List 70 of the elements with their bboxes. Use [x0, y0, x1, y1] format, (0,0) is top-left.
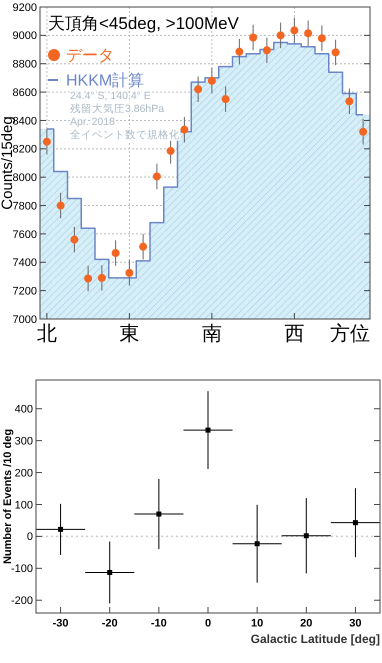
point: [42, 138, 51, 146]
x-tick-label: -30: [52, 617, 69, 630]
point: [166, 146, 175, 155]
y-tick-label: 9000: [12, 30, 37, 42]
y-tick-label: 8600: [12, 86, 37, 99]
point: [107, 570, 112, 575]
point: [156, 512, 162, 517]
x-tick-label: -10: [150, 617, 167, 630]
point: [56, 202, 65, 210]
point: [276, 31, 285, 40]
x-tick-label: 東: [119, 323, 140, 345]
x-tick-label: 南: [202, 323, 222, 345]
point: [98, 274, 106, 282]
y-tick-label: 300: [14, 435, 33, 448]
annotation: 24.4° S, 140.4° E: [70, 90, 151, 102]
y-tick-label: 8800: [12, 58, 37, 71]
y-tick-label: 8200: [12, 144, 37, 156]
x-tick-label: 西: [284, 323, 304, 345]
legend-label: HKKM計算: [66, 72, 144, 90]
x-tick-label: 30: [349, 617, 362, 630]
x-tick-label: 20: [300, 617, 312, 630]
point: [332, 48, 340, 56]
y-tick-label: -100: [10, 563, 33, 576]
y-tick-label: 0: [26, 531, 33, 544]
x-tick-label: 0: [204, 617, 212, 630]
point: [304, 29, 312, 38]
point: [222, 95, 230, 104]
annotation: Apr. 2018: [70, 116, 116, 128]
point: [345, 97, 354, 106]
y-tick-label: 7200: [12, 285, 37, 298]
point: [359, 128, 368, 136]
y-tick-label: 200: [14, 467, 33, 480]
y-tick-label: 7400: [12, 257, 37, 270]
point: [262, 46, 271, 54]
point: [235, 48, 244, 56]
point: [318, 34, 326, 42]
point: [125, 268, 134, 277]
point: [249, 33, 258, 42]
point: [208, 76, 216, 85]
point: [84, 274, 92, 283]
chart-title: 天頂角<45deg, >100MeV: [48, 14, 240, 33]
point: [112, 249, 120, 258]
point: [304, 533, 309, 538]
x-tick-label: -20: [102, 617, 118, 630]
y-tick-label: 100: [14, 499, 33, 512]
point: [352, 520, 358, 526]
point: [180, 126, 188, 134]
y-tick-label: 400: [14, 404, 33, 416]
point: [58, 526, 64, 532]
y-tick-label: 8000: [12, 172, 37, 184]
x-tick-label: 北: [36, 323, 57, 345]
point: [152, 172, 161, 180]
point: [139, 242, 148, 251]
y-tick-label: 7800: [12, 200, 37, 212]
y-axis-title: Number of Events /10 deg: [2, 428, 14, 564]
y-tick-label: 8400: [12, 115, 37, 128]
y-tick-label: -200: [10, 595, 33, 608]
point: [290, 26, 298, 34]
point: [254, 541, 260, 546]
legend-label: データ: [66, 48, 114, 65]
x-axis-title: 方位: [330, 322, 370, 345]
x-tick-label: 10: [251, 617, 264, 630]
point: [206, 428, 210, 433]
point: [194, 85, 202, 94]
y-tick-label: 7600: [12, 228, 37, 241]
annotation: 残留大気圧3.86hPa: [70, 102, 164, 115]
x-axis-title: Galactic Latitude [deg]: [250, 632, 380, 646]
y-tick-label: 7000: [12, 314, 37, 326]
point: [70, 236, 78, 244]
y-tick-label: 9200: [12, 2, 37, 14]
